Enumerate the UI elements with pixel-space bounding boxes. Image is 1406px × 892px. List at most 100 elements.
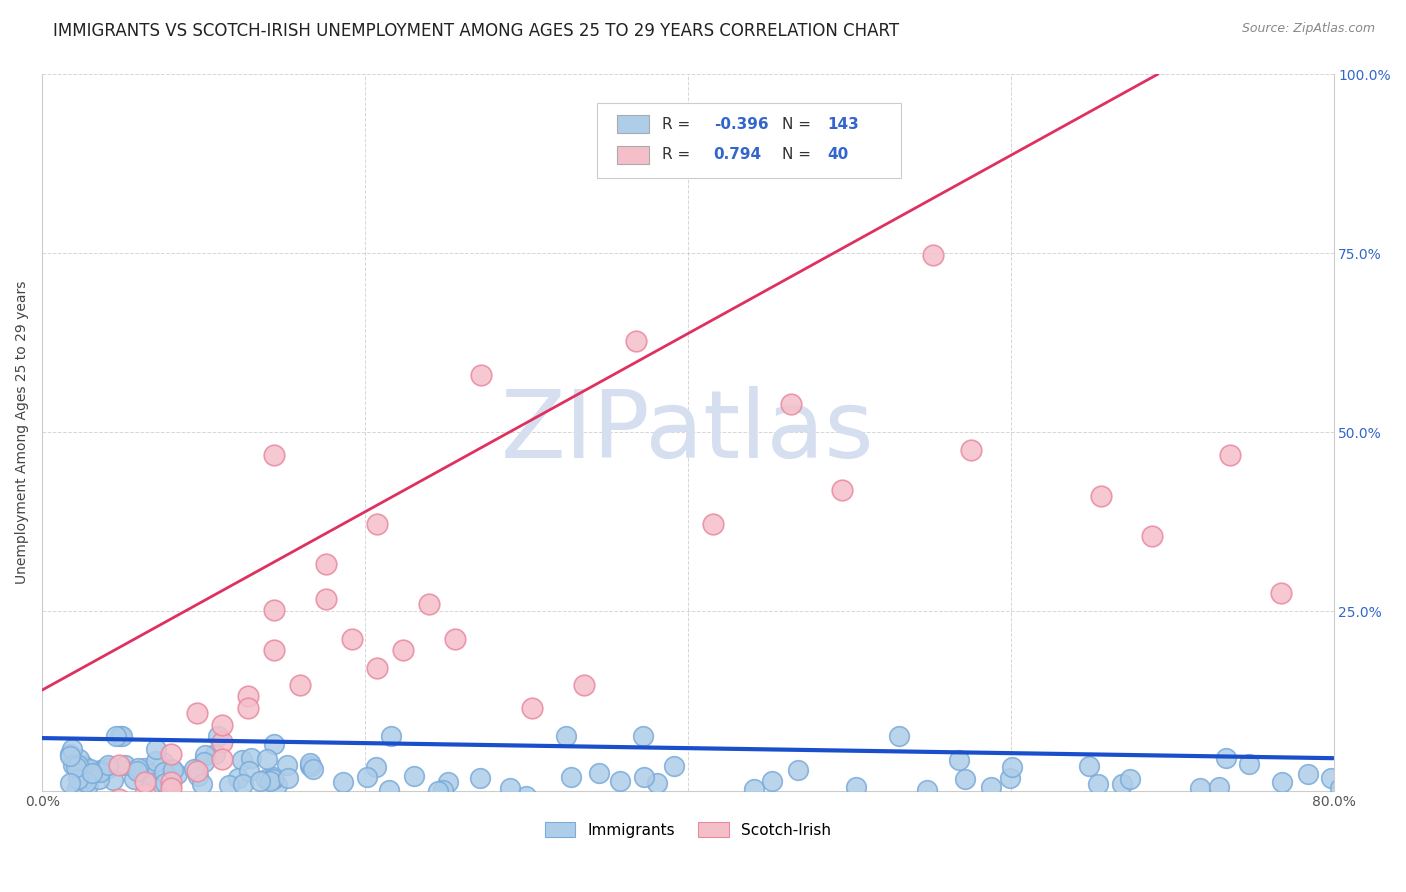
Point (145, 733, 167, 747)
Point (193, 475, 215, 490)
Point (75, 734, 97, 748)
Point (62, 690, 84, 705)
Point (42, 728, 65, 742)
Point (263, 759, 285, 773)
Point (32, 714, 55, 729)
Point (346, 740, 368, 755)
Point (1265, 731, 1288, 746)
Point (832, 747, 855, 762)
Point (150, 747, 173, 761)
Point (884, 766, 907, 780)
Point (842, 738, 865, 752)
Point (997, 766, 1019, 780)
Point (758, 339, 780, 353)
Point (387, 196, 409, 211)
Point (79, 762, 101, 776)
Point (169, 725, 191, 739)
Point (51, 732, 73, 747)
Point (572, 88, 595, 103)
Point (322, 655, 344, 669)
Point (146, 717, 169, 731)
Text: 40: 40 (827, 147, 849, 162)
Point (184, 731, 207, 746)
Text: IMMIGRANTS VS SCOTCH-IRISH UNEMPLOYMENT AMONG AGES 25 TO 29 YEARS CORRELATION CH: IMMIGRANTS VS SCOTCH-IRISH UNEMPLOYMENT … (53, 22, 900, 40)
Point (391, 741, 413, 756)
Point (156, 719, 179, 733)
Point (44, 737, 66, 751)
Point (318, 764, 340, 779)
Point (1062, 752, 1084, 766)
Point (139, 721, 162, 735)
Point (984, 749, 1007, 764)
Point (290, 239, 312, 253)
Legend: Immigrants, Scotch-Irish: Immigrants, Scotch-Irish (538, 815, 837, 844)
Point (399, 748, 422, 763)
Point (117, 723, 139, 737)
Point (67, 727, 90, 741)
Point (110, 731, 132, 745)
Point (821, 742, 844, 756)
Point (38, 718, 60, 732)
Point (79, 730, 101, 744)
Point (160, 339, 183, 353)
Point (931, 725, 953, 739)
Point (669, 728, 692, 742)
Point (233, 690, 256, 705)
Point (160, 582, 183, 597)
Point (1074, 747, 1097, 762)
Point (1285, 755, 1308, 769)
Point (159, 740, 181, 755)
Point (90, 723, 112, 737)
Point (183, 728, 205, 742)
Point (620, 742, 643, 756)
Point (928, 733, 950, 747)
Point (523, 754, 546, 768)
Point (141, 749, 163, 764)
Point (596, 332, 619, 346)
Point (434, 425, 457, 440)
Point (232, 757, 254, 772)
Point (94, 746, 117, 760)
Point (290, 742, 312, 756)
Text: N =: N = (782, 147, 815, 162)
Point (75, 730, 97, 744)
Point (240, 582, 263, 597)
Point (143, 640, 166, 655)
Point (157, 746, 180, 760)
Point (38, 743, 60, 757)
Text: -0.396: -0.396 (714, 117, 768, 132)
Point (551, 690, 574, 705)
Text: N =: N = (782, 117, 815, 132)
Point (690, 749, 713, 764)
Point (128, 676, 150, 690)
Point (111, 733, 134, 747)
Point (993, 748, 1015, 763)
Point (87, 706, 110, 721)
Point (84, 749, 107, 764)
Point (675, 750, 697, 764)
Point (115, 749, 138, 764)
Point (96, 755, 118, 769)
Point (65, 690, 87, 705)
Point (225, 604, 247, 618)
Point (204, 747, 226, 762)
Point (176, 626, 198, 640)
Point (1285, 747, 1308, 761)
Point (751, 753, 773, 767)
Point (1118, 746, 1140, 760)
Point (39, 746, 62, 760)
Point (1052, 762, 1074, 776)
Point (79, 737, 101, 751)
Point (375, 746, 398, 760)
Point (183, 723, 205, 738)
Point (59, 744, 82, 758)
Point (117, 714, 139, 729)
Point (79, 747, 101, 762)
Point (143, 655, 166, 669)
Point (63, 769, 86, 783)
Point (515, 382, 537, 396)
Point (1298, 691, 1320, 706)
Point (769, 725, 792, 739)
Point (247, 739, 270, 754)
Point (42, 747, 65, 762)
